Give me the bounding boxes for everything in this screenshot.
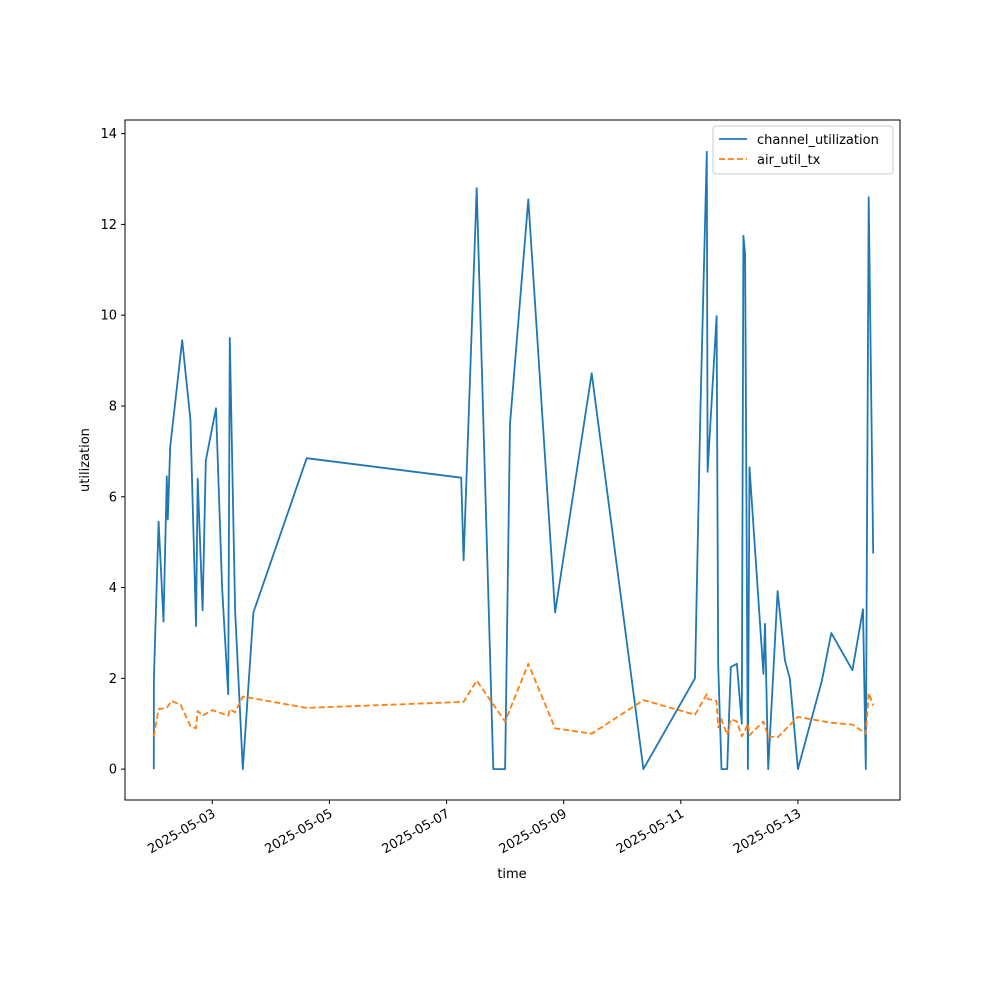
y-tick-label: 8 [109,399,117,414]
series-layer [152,150,875,770]
y-tick-label: 12 [100,218,117,233]
y-tick-label: 14 [100,127,117,142]
y-tick-label: 10 [100,309,117,324]
series-line-air-util-tx [152,662,875,739]
x-axis-label: time [497,867,526,882]
y-tick-label: 2 [109,672,117,687]
y-axis-label: utilization [78,428,93,492]
legend-label-air-util-tx: air_util_tx [757,153,821,168]
legend: channel_utilization air_util_tx [712,125,894,175]
y-tick-label: 4 [109,581,117,596]
y-tick-label: 6 [109,490,117,505]
legend-label-channel-utilization: channel_utilization [757,133,879,148]
legend-box [712,125,894,175]
plot-frame [124,119,901,801]
series-line-channel-utilization [152,150,875,770]
y-axis: 0 2 4 6 8 10 12 14 [100,127,125,778]
y-tick-label: 0 [109,763,117,778]
